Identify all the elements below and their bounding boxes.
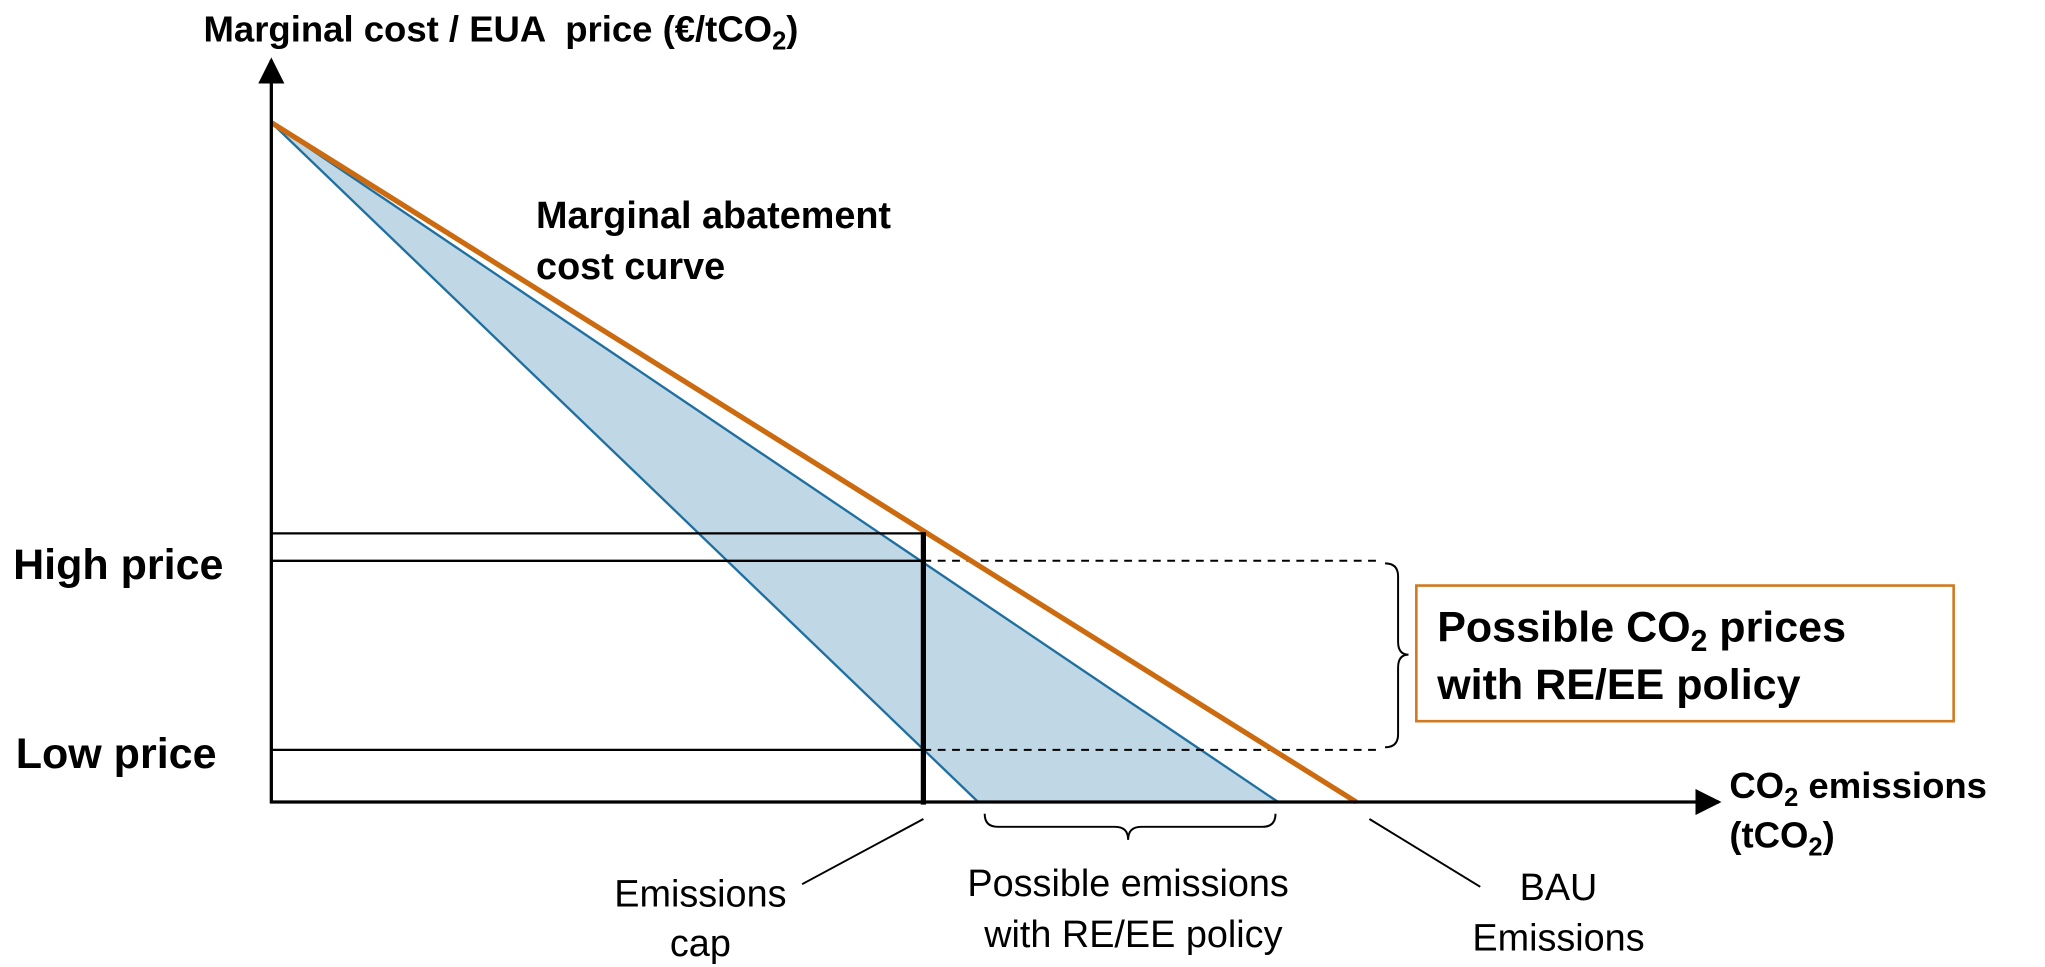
price-box-text: Possible CO2 prices [1437,604,1846,658]
possible-emissions-label: with RE/EE policy [983,914,1282,956]
cap-leader [801,818,924,886]
text: emissions [1798,765,1987,806]
high-curve [270,121,1279,804]
y-axis-label: Marginal cost / EUA price (€/tCO2) [204,9,799,56]
curve-label: Marginal abatement [536,195,891,237]
subscript: 2 [1691,625,1708,658]
x-axis-label: CO2 emissions [1729,765,1987,812]
cap-label: Emissions [614,873,786,915]
low-price-label: Low price [16,730,217,778]
text: CO [1729,765,1784,806]
cap-label: cap [670,923,731,965]
bau-label: Emissions [1472,918,1644,960]
price-box [1415,584,1955,723]
low-curve [270,121,979,803]
text: Marginal cost / EUA price (€/tCO [204,9,773,50]
bau-label: BAU [1520,867,1598,909]
price-brace [1385,562,1409,749]
possible-emissions-label: Possible emissions [967,863,1288,905]
text: prices [1707,604,1846,652]
text: ) [1823,815,1835,856]
subscript: 2 [1808,833,1822,861]
emissions-brace [983,813,1277,840]
mac-curve [269,120,1358,805]
subscript: 2 [1784,784,1798,812]
curve-label: cost curve [536,246,725,288]
high-price-label: High price [13,541,223,589]
text: ) [786,9,798,50]
bau-leader [1368,818,1481,888]
text: (tCO [1729,815,1808,856]
subscript: 2 [772,28,786,56]
text: Possible CO [1437,604,1690,652]
price-box-text: with RE/EE policy [1436,661,1800,709]
x-axis-label: (tCO2) [1729,815,1834,862]
